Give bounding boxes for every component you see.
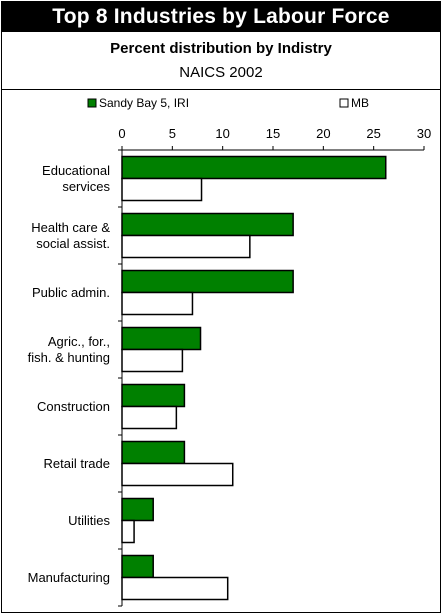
category-label-1: Educational services bbox=[42, 163, 110, 194]
bar-series1-cat8 bbox=[121, 554, 154, 579]
bar-series1-cat4 bbox=[121, 326, 202, 351]
bar-series1-cat3 bbox=[121, 269, 294, 294]
x-tick-label-2: 5 bbox=[169, 126, 176, 141]
legend: Sandy Bay 5, IRI MB bbox=[87, 96, 369, 110]
y-axis: Educational services Health care & social a… bbox=[28, 149, 123, 607]
chart-subsubtitle: NAICS 2002 bbox=[179, 64, 263, 81]
legend-swatch-2 bbox=[339, 98, 349, 108]
bar-series2-cat8 bbox=[121, 576, 229, 601]
legend-label-1: Sandy Bay 5, IRI bbox=[99, 96, 189, 110]
x-tick-label-1: 0 bbox=[118, 126, 125, 141]
category-label-3: Public admin. bbox=[32, 285, 110, 300]
x-tick-label-3: 10 bbox=[215, 126, 229, 141]
bar-series2-cat5 bbox=[121, 405, 178, 430]
title-separator bbox=[2, 89, 440, 90]
x-tick-label-4: 15 bbox=[266, 126, 280, 141]
category-label-2: Health care & social assist. bbox=[31, 220, 110, 251]
category-label-5: Construction bbox=[37, 399, 110, 414]
bars bbox=[121, 155, 387, 601]
x-tick-label-7: 30 bbox=[417, 126, 431, 141]
category-label-7: Utilities bbox=[68, 513, 110, 528]
bar-series1-cat2 bbox=[121, 212, 294, 237]
bar-series2-cat4 bbox=[121, 348, 184, 373]
legend-label-2: MB bbox=[351, 96, 369, 110]
bar-series2-cat3 bbox=[121, 291, 194, 316]
chart-subtitle: Percent distribution by Indistry bbox=[110, 40, 332, 57]
bar-series1-cat5 bbox=[121, 383, 186, 408]
x-axis: 0 5 10 15 20 25 30 bbox=[118, 126, 431, 151]
legend-swatch-1 bbox=[87, 98, 97, 108]
bar-series2-cat7 bbox=[121, 519, 135, 544]
bar-series1-cat7 bbox=[121, 497, 154, 522]
bar-series1-cat6 bbox=[121, 440, 186, 465]
x-tick-label-6: 25 bbox=[366, 126, 380, 141]
category-label-4: Agric., for., fish. & hunting bbox=[28, 334, 110, 365]
x-tick-label-5: 20 bbox=[316, 126, 330, 141]
bar-series2-cat6 bbox=[121, 462, 234, 487]
bar-series2-cat2 bbox=[121, 234, 251, 259]
category-label-8: Manufacturing bbox=[28, 570, 110, 585]
bar-series1-cat1 bbox=[121, 155, 387, 180]
chart-title: Top 8 Industries by Labour Force bbox=[2, 2, 440, 32]
category-label-6: Retail trade bbox=[44, 456, 110, 471]
bar-series2-cat1 bbox=[121, 177, 203, 202]
